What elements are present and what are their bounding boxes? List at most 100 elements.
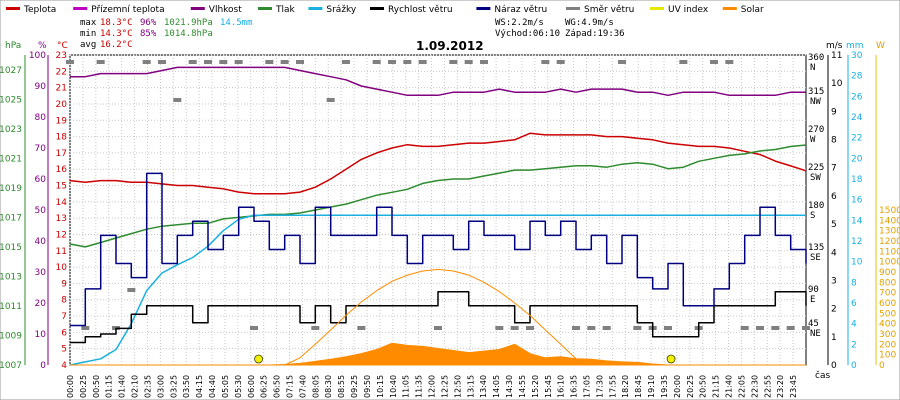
ms-tick-5: 6 bbox=[831, 192, 837, 202]
w-tick-13: 200 bbox=[879, 340, 896, 350]
x-tick-3: 01:15 bbox=[105, 375, 114, 398]
x-tick-51: 21:40 bbox=[725, 375, 734, 398]
hpa-tick-1: 1025 bbox=[0, 95, 22, 105]
legend-uv-label: UV index bbox=[668, 5, 709, 15]
mm-tick-9: 12 bbox=[851, 237, 862, 247]
w-tick-10: 500 bbox=[879, 309, 896, 319]
dir-deg-3: 225 bbox=[808, 163, 824, 173]
wind-dir-mark-4 bbox=[127, 288, 136, 292]
hpa-tick-9: 1009 bbox=[0, 331, 22, 341]
wind-dir-mark-9 bbox=[204, 60, 212, 64]
hpa-tick-5: 1017 bbox=[0, 213, 22, 223]
celsius-tick-2: 21 bbox=[56, 84, 67, 94]
wind-dir-mark-1 bbox=[81, 326, 90, 330]
legend-smer-label: Směr větru bbox=[584, 5, 634, 15]
info-wg: WG:4.9m/s bbox=[565, 18, 614, 28]
x-tick-50: 21:15 bbox=[712, 375, 721, 398]
celsius-tick-12: 11 bbox=[56, 247, 67, 257]
x-tick-17: 07:15 bbox=[286, 375, 295, 398]
wind-dir-mark-13 bbox=[265, 60, 274, 64]
wind-dir-mark-23 bbox=[418, 60, 427, 64]
series-vlhkost-line bbox=[70, 66, 806, 97]
wind-dir-mark-34 bbox=[587, 326, 596, 330]
legend-rychlost-label: Rychlost větru bbox=[388, 5, 453, 15]
x-tick-20: 08:30 bbox=[324, 375, 333, 398]
celsius-tick-4: 19 bbox=[56, 116, 68, 126]
wind-dir-mark-48 bbox=[802, 326, 810, 330]
mm-tick-3: 24 bbox=[851, 113, 863, 123]
uv-marker-sunset bbox=[666, 354, 676, 364]
x-tick-14: 06:00 bbox=[247, 375, 256, 398]
uv-marker-sunrise bbox=[254, 354, 264, 364]
wind-dir-mark-26 bbox=[464, 60, 473, 64]
wind-dir-mark-20 bbox=[372, 60, 381, 64]
x-tick-11: 04:40 bbox=[208, 375, 217, 398]
x-axis-label: čas bbox=[815, 370, 830, 381]
celsius-tick-16: 7 bbox=[61, 312, 67, 322]
x-tick-23: 09:50 bbox=[363, 375, 372, 398]
mm-tick-7: 16 bbox=[851, 196, 863, 206]
w-tick-14: 100 bbox=[879, 351, 896, 361]
dir-name-1: NW bbox=[810, 97, 821, 107]
legend-teplota-swatch bbox=[6, 7, 20, 10]
x-tick-52: 22:05 bbox=[737, 375, 746, 398]
legend-naraz-label: Náraz větru bbox=[494, 5, 547, 15]
x-tick-55: 23:20 bbox=[776, 375, 785, 398]
mm-tick-4: 22 bbox=[851, 134, 862, 144]
pct-tick-3: 70 bbox=[35, 144, 47, 154]
legend-vlhkost-swatch bbox=[190, 7, 205, 10]
stats-rain: 14.5mm bbox=[220, 18, 253, 28]
wind-dir-mark-15 bbox=[296, 60, 304, 64]
x-tick-44: 18:45 bbox=[634, 375, 643, 398]
wind-dir-mark-21 bbox=[388, 60, 396, 64]
stats-block: max 18.3°C 96% 1021.9hPa 14.5mm min 14.3… bbox=[80, 18, 253, 50]
x-tick-43: 18:20 bbox=[621, 375, 630, 398]
wind-dir-mark-32 bbox=[556, 60, 565, 64]
legend-srazky-swatch bbox=[308, 7, 323, 10]
x-tick-6: 02:35 bbox=[143, 375, 152, 398]
pct-tick-10: 0 bbox=[40, 361, 46, 371]
x-tick-40: 17:05 bbox=[582, 375, 591, 398]
legend-teplota-label: Teplota bbox=[23, 5, 56, 15]
stats-max-label: max bbox=[80, 18, 97, 28]
x-tick-35: 14:55 bbox=[518, 375, 527, 398]
legend-prizemni-swatch bbox=[73, 7, 88, 10]
dir-name-2: W bbox=[810, 135, 816, 145]
x-tick-25: 10:40 bbox=[389, 375, 398, 398]
celsius-tick-8: 15 bbox=[56, 182, 67, 192]
celsius-tick-18: 5 bbox=[61, 345, 67, 355]
ms-tick-11: 0 bbox=[831, 361, 837, 371]
pct-tick-8: 20 bbox=[35, 299, 47, 309]
legend-solar-label: Solar bbox=[741, 5, 764, 15]
mm-tick-12: 6 bbox=[851, 299, 857, 309]
wind-dir-mark-8 bbox=[188, 60, 197, 64]
x-tick-5: 02:10 bbox=[131, 375, 140, 398]
wind-dir-mark-24 bbox=[434, 326, 442, 330]
x-tick-48: 20:25 bbox=[686, 375, 695, 398]
legend-rychlost-swatch bbox=[370, 7, 384, 10]
dir-name-6: E bbox=[810, 295, 815, 305]
info-sunrise: Východ:06:10 bbox=[495, 29, 560, 39]
w-tick-9: 600 bbox=[879, 299, 896, 309]
mm-tick-13: 4 bbox=[851, 320, 857, 330]
x-axis: 00:00 00:25 00:50 01:15 01:40 02:10 02:35 03:00… bbox=[66, 375, 798, 398]
x-tick-2: 00:50 bbox=[92, 375, 101, 398]
hpa-tick-3: 1021 bbox=[0, 154, 22, 164]
celsius-tick-7: 16 bbox=[56, 165, 68, 175]
info-block: WS:2.2m/s WG:4.9m/s Východ:06:10 Západ:1… bbox=[495, 18, 625, 39]
x-tick-0: 00:00 bbox=[66, 375, 75, 398]
x-tick-39: 16:35 bbox=[570, 375, 579, 398]
celsius-tick-6: 17 bbox=[56, 149, 67, 159]
pct-tick-7: 30 bbox=[35, 268, 47, 278]
celsius-tick-17: 6 bbox=[61, 328, 67, 338]
x-tick-32: 13:40 bbox=[479, 375, 488, 398]
w-tick-3: 1200 bbox=[879, 237, 900, 247]
x-tick-7: 03:00 bbox=[156, 375, 165, 398]
dir-deg-0: 360 bbox=[808, 53, 824, 63]
celsius-tick-11: 12 bbox=[56, 230, 67, 240]
wind-dir-mark-27 bbox=[480, 60, 488, 64]
mm-tick-11: 8 bbox=[851, 278, 857, 288]
w-tick-6: 900 bbox=[879, 268, 896, 278]
x-tick-46: 19:35 bbox=[660, 375, 669, 398]
hpa-tick-0: 1027 bbox=[0, 66, 22, 76]
